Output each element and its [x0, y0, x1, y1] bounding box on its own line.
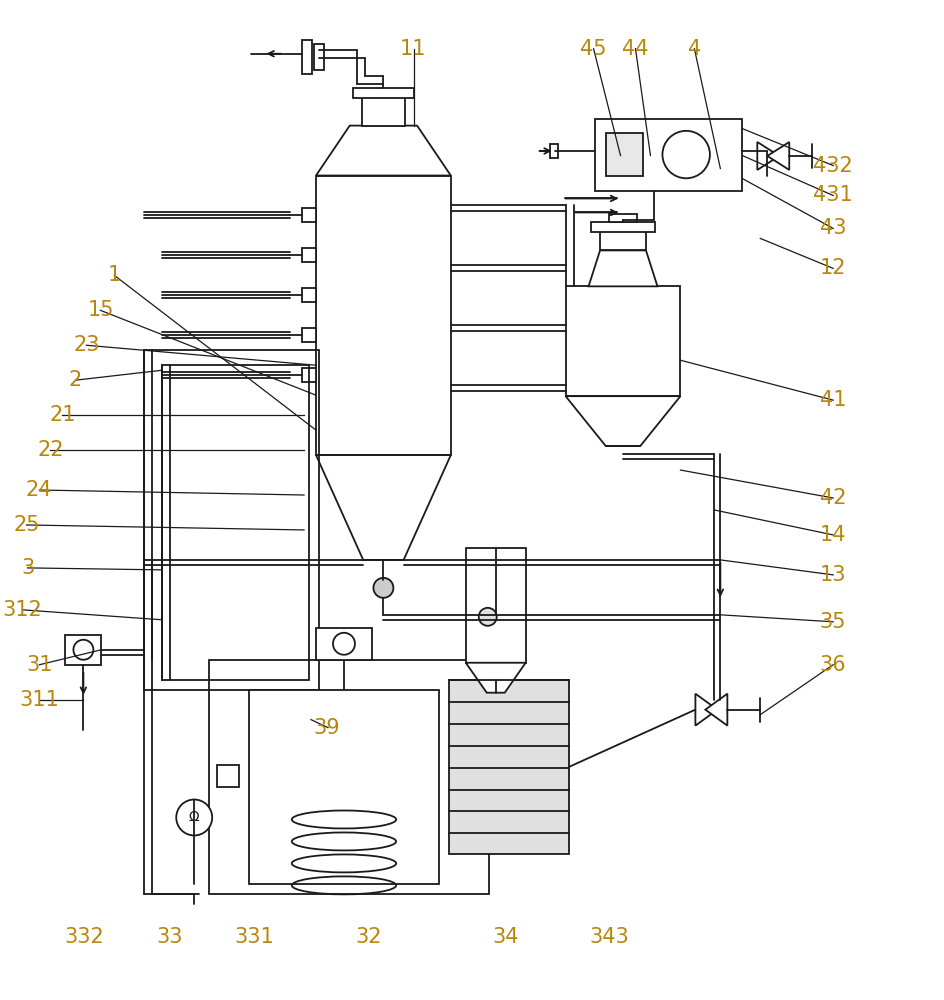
Bar [162, 365, 309, 680]
Bar [609, 214, 637, 222]
Text: 15: 15 [87, 300, 113, 320]
Bar [591, 222, 655, 232]
Polygon shape [757, 142, 779, 170]
Bar [217, 765, 239, 787]
Text: 24: 24 [26, 480, 53, 500]
Text: 11: 11 [400, 39, 427, 59]
Bar [362, 96, 405, 126]
Bar [448, 680, 568, 854]
Text: 42: 42 [819, 488, 846, 508]
Text: 44: 44 [621, 39, 649, 59]
Bar [315, 628, 373, 660]
Bar [316, 176, 451, 455]
Bar [302, 208, 316, 222]
Text: Ω: Ω [189, 810, 199, 824]
Text: 21: 21 [49, 405, 76, 425]
Bar [302, 368, 316, 382]
Polygon shape [705, 694, 727, 726]
Text: 31: 31 [26, 655, 53, 675]
Bar [302, 288, 316, 302]
Bar [606, 133, 643, 176]
Text: 22: 22 [37, 440, 64, 460]
Bar [313, 44, 324, 70]
Bar [549, 144, 558, 158]
Bar [302, 328, 316, 342]
Bar [210, 660, 489, 894]
Polygon shape [588, 250, 657, 286]
Polygon shape [767, 142, 789, 170]
Circle shape [177, 800, 212, 835]
Text: 432: 432 [813, 156, 852, 176]
Text: 34: 34 [493, 927, 519, 947]
Polygon shape [565, 396, 681, 446]
Text: 332: 332 [64, 927, 105, 947]
Text: 35: 35 [819, 612, 846, 632]
Bar [65, 635, 101, 665]
Text: 13: 13 [819, 565, 846, 585]
Text: 4: 4 [687, 39, 700, 59]
Text: 343: 343 [590, 927, 630, 947]
Polygon shape [316, 455, 451, 560]
Text: 41: 41 [819, 390, 846, 410]
Polygon shape [696, 694, 717, 726]
Polygon shape [316, 126, 451, 176]
Text: 45: 45 [581, 39, 607, 59]
Circle shape [663, 131, 710, 178]
Circle shape [479, 608, 497, 626]
Text: 3: 3 [22, 558, 35, 578]
Bar [465, 548, 526, 663]
Circle shape [374, 578, 394, 598]
Text: 43: 43 [819, 218, 846, 238]
Polygon shape [465, 663, 526, 693]
Bar [249, 690, 439, 884]
Text: 23: 23 [73, 335, 100, 355]
Text: 2: 2 [68, 370, 82, 390]
Bar [301, 40, 312, 74]
Circle shape [74, 640, 93, 660]
Text: 32: 32 [356, 927, 382, 947]
Circle shape [333, 633, 355, 655]
Bar [302, 248, 316, 262]
Text: 311: 311 [19, 690, 59, 710]
Text: 431: 431 [813, 185, 852, 205]
Bar [565, 286, 681, 396]
Text: 331: 331 [234, 927, 274, 947]
Bar [600, 230, 646, 250]
Text: 39: 39 [313, 718, 340, 738]
Text: 312: 312 [3, 600, 42, 620]
Bar [353, 88, 413, 98]
Bar [595, 119, 742, 191]
Text: 25: 25 [14, 515, 41, 535]
Text: 36: 36 [819, 655, 846, 675]
Text: 33: 33 [156, 927, 182, 947]
Text: 1: 1 [108, 265, 121, 285]
Bar [144, 350, 319, 690]
Text: 14: 14 [819, 525, 846, 545]
Text: 12: 12 [819, 258, 846, 278]
